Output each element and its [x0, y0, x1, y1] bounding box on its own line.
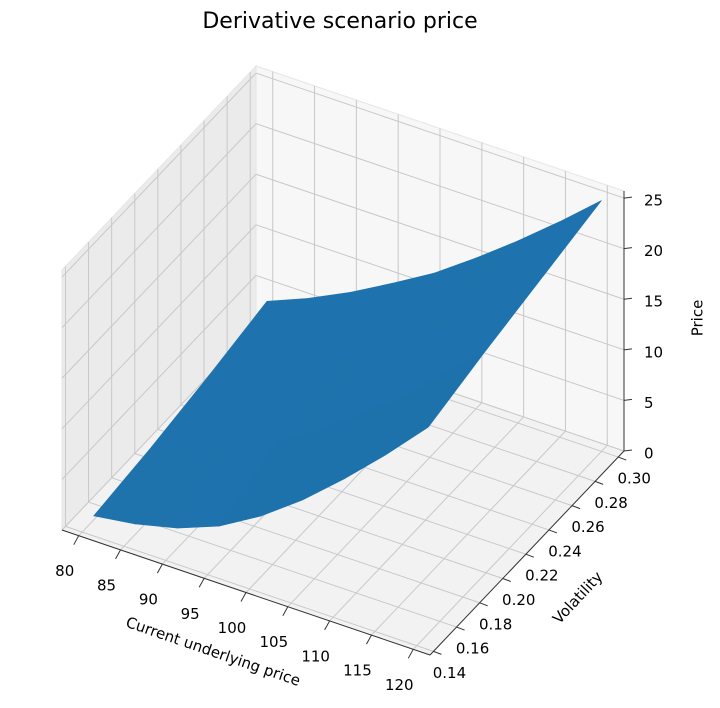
surface-patch: [386, 349, 487, 455]
y-tick: [456, 626, 465, 631]
x-tick: [240, 592, 247, 602]
y-tick-label: 0.22: [525, 567, 558, 585]
y-tick: [618, 456, 627, 461]
x-tick: [282, 606, 289, 616]
axis-line: [61, 529, 431, 656]
x-tick-label: 80: [55, 562, 74, 580]
x-tick: [407, 649, 414, 659]
x-tick-label: 120: [385, 676, 414, 694]
z-tick: [623, 196, 633, 199]
z-axis-label: Price: [689, 300, 707, 337]
y-tick-label: 0.26: [571, 518, 604, 536]
x-tick-label: 85: [97, 576, 116, 594]
y-tick-label: 0.28: [594, 494, 627, 512]
z-tick: [623, 449, 633, 452]
z-tick-label: 0: [644, 445, 654, 463]
x-tick-label: 100: [218, 619, 247, 637]
x-tick: [115, 549, 121, 560]
z-tick-label: 10: [644, 343, 663, 361]
x-tick: [198, 578, 205, 588]
y-tick-label: 0.30: [618, 470, 651, 488]
x-tick: [366, 634, 372, 645]
y-tick: [479, 602, 488, 607]
y-tick-label: 0.24: [548, 542, 581, 560]
x-tick-label: 90: [139, 591, 158, 609]
grid-line: [61, 72, 257, 278]
z-tick-label: 5: [644, 394, 654, 412]
grid-line: [61, 123, 257, 329]
grid-line: [61, 224, 257, 430]
axis-line: [429, 450, 625, 656]
y-tick: [502, 578, 511, 582]
z-tick: [623, 247, 633, 250]
x-tick-label: 105: [259, 633, 288, 651]
y-tick: [525, 553, 535, 558]
grid-line: [65, 525, 434, 652]
grid-line: [287, 402, 483, 608]
z-tick-label: 25: [644, 192, 663, 210]
grid-line: [61, 173, 257, 379]
z-tick-label: 20: [644, 242, 663, 260]
z-tick: [623, 398, 633, 401]
chart-title: Derivative scenario price: [202, 9, 477, 34]
y-tick: [548, 529, 558, 534]
grid-line: [329, 416, 524, 622]
z-tick-label: 15: [644, 293, 663, 311]
y-tick: [594, 480, 604, 485]
z-tick: [623, 348, 633, 351]
grid-line: [412, 444, 608, 650]
y-tick: [571, 505, 581, 510]
x-tick: [324, 620, 331, 631]
grid-line: [371, 430, 566, 636]
y-tick-label: 0.16: [456, 640, 489, 658]
x-tick-label: 95: [181, 605, 200, 623]
grid-line: [255, 72, 625, 199]
x-tick-label: 110: [301, 647, 330, 665]
x-axis-label: Current underlying price: [124, 613, 303, 690]
grid-line: [255, 173, 625, 300]
y-tick: [433, 650, 442, 655]
y-tick-label: 0.20: [502, 591, 535, 609]
y-tick-label: 0.18: [479, 615, 512, 633]
y-tick-label: 0.14: [433, 664, 466, 682]
grid-line: [61, 275, 257, 480]
z-tick: [623, 297, 633, 300]
x-tick: [73, 535, 80, 545]
x-tick-label: 115: [343, 662, 372, 680]
x-tick: [156, 563, 163, 574]
